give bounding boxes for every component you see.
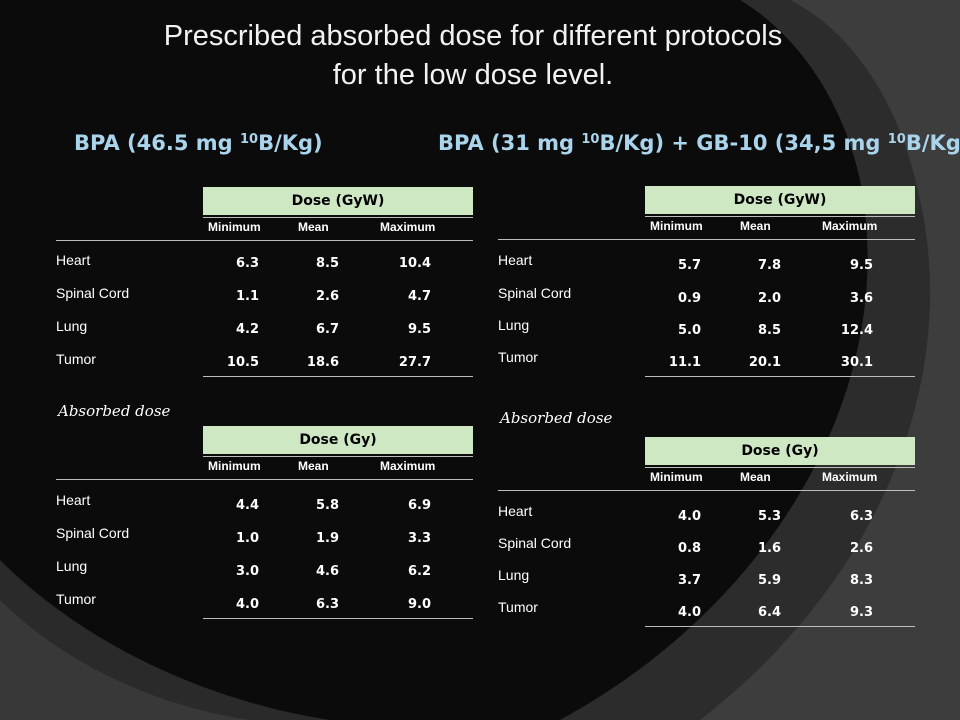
table-cell: 8.5 — [315, 256, 339, 271]
table-cell: 6.4 — [757, 605, 781, 620]
slide-title-line2: for the low dose level. — [332, 59, 614, 91]
table-cell: 3.6 — [849, 291, 873, 306]
table-cell: 6.7 — [315, 322, 339, 337]
table-cell: 4.2 — [235, 322, 259, 337]
header-rule — [203, 456, 473, 457]
column-header-rule — [56, 479, 473, 480]
row-label-lung: Lung — [56, 558, 88, 574]
table-header: Dose (Gy) — [203, 426, 473, 454]
table-cell: 5.3 — [757, 509, 781, 524]
row-label-heart: Heart — [498, 503, 533, 519]
column-header-minimum: Minimum — [650, 470, 703, 484]
table-cell: 0.9 — [677, 291, 701, 306]
row-label-tumor: Tumor — [56, 351, 96, 367]
table-header: Dose (Gy) — [645, 437, 915, 465]
table-cell: 4.0 — [677, 605, 701, 620]
column-header-minimum: Minimum — [650, 219, 703, 233]
table-bottom-rule — [645, 626, 915, 627]
row-label-lung: Lung — [56, 318, 88, 334]
row-label-spinal-cord: Spinal Cord — [56, 525, 130, 541]
right-absorbed-dose-caption: Absorbed dose — [500, 409, 613, 427]
column-header-rule — [56, 240, 473, 241]
table-bottom-rule — [203, 618, 473, 619]
left-protocol-heading: BPA (46.5 mg 10B/Kg) — [74, 131, 323, 155]
column-header-minimum: Minimum — [208, 220, 261, 234]
column-header-maximum: Maximum — [380, 220, 436, 234]
row-label-heart: Heart — [498, 252, 533, 268]
row-label-heart: Heart — [56, 252, 91, 268]
table-cell: 9.0 — [407, 597, 431, 612]
row-label-tumor: Tumor — [56, 591, 96, 607]
column-header-mean: Mean — [298, 220, 329, 234]
table-cell: 4.6 — [315, 564, 339, 579]
column-header-mean: Mean — [740, 470, 771, 484]
table-cell: 2.6 — [315, 289, 339, 304]
row-label-tumor: Tumor — [498, 599, 538, 615]
table-bottom-rule — [645, 376, 915, 377]
column-header-minimum: Minimum — [208, 459, 261, 473]
left-absorbed-dose-caption: Absorbed dose — [58, 402, 171, 420]
table-cell: 5.9 — [757, 573, 781, 588]
column-header-maximum: Maximum — [822, 470, 878, 484]
table-cell: 4.7 — [407, 289, 431, 304]
table-cell: 10.4 — [398, 256, 431, 271]
table-cell: 30.1 — [840, 355, 873, 370]
table-cell: 18.6 — [306, 355, 339, 370]
table-cell: 5.0 — [677, 323, 701, 338]
table-cell: 8.5 — [757, 323, 781, 338]
table-cell: 3.3 — [407, 531, 431, 546]
table-cell: 8.3 — [849, 573, 873, 588]
table-header: Dose (GyW) — [645, 186, 915, 214]
table-cell: 4.4 — [235, 498, 259, 513]
column-header-maximum: Maximum — [380, 459, 436, 473]
column-header-maximum: Maximum — [822, 219, 878, 233]
header-rule — [645, 216, 915, 217]
table-cell: 5.7 — [677, 258, 701, 273]
table-cell: 10.5 — [226, 355, 259, 370]
table-cell: 11.1 — [668, 355, 701, 370]
table-header: Dose (GyW) — [203, 187, 473, 215]
table-cell: 1.6 — [757, 541, 781, 556]
row-label-heart: Heart — [56, 492, 91, 508]
table-cell: 1.1 — [235, 289, 259, 304]
table-cell: 5.8 — [315, 498, 339, 513]
column-header-rule — [498, 239, 915, 240]
table-cell: 6.3 — [849, 509, 873, 524]
table-cell: 6.2 — [407, 564, 431, 579]
column-header-mean: Mean — [740, 219, 771, 233]
table-cell: 9.5 — [849, 258, 873, 273]
table-cell: 27.7 — [398, 355, 431, 370]
table-cell: 1.0 — [235, 531, 259, 546]
row-label-lung: Lung — [498, 567, 530, 583]
table-cell: 0.8 — [677, 541, 701, 556]
table-cell: 3.7 — [677, 573, 701, 588]
table-cell: 9.5 — [407, 322, 431, 337]
table-cell: 6.3 — [315, 597, 339, 612]
table-cell: 9.3 — [849, 605, 873, 620]
header-rule — [645, 467, 915, 468]
table-cell: 4.0 — [235, 597, 259, 612]
table-cell: 20.1 — [748, 355, 781, 370]
row-label-spinal-cord: Spinal Cord — [498, 285, 572, 301]
row-label-spinal-cord: Spinal Cord — [498, 535, 572, 551]
table-cell: 3.0 — [235, 564, 259, 579]
column-header-rule — [498, 490, 915, 491]
table-cell: 1.9 — [315, 531, 339, 546]
table-cell: 2.0 — [757, 291, 781, 306]
table-bottom-rule — [203, 376, 473, 377]
table-cell: 6.9 — [407, 498, 431, 513]
row-label-tumor: Tumor — [498, 349, 538, 365]
slide-title-line1: Prescribed absorbed dose for different p… — [163, 20, 783, 52]
column-header-mean: Mean — [298, 459, 329, 473]
table-cell: 12.4 — [840, 323, 873, 338]
row-label-lung: Lung — [498, 317, 530, 333]
table-cell: 7.8 — [757, 258, 781, 273]
table-cell: 6.3 — [235, 256, 259, 271]
table-cell: 4.0 — [677, 509, 701, 524]
header-rule — [203, 217, 473, 218]
right-protocol-heading: BPA (31 mg 10B/Kg) + GB-10 (34,5 mg 10B/… — [438, 131, 960, 155]
table-cell: 2.6 — [849, 541, 873, 556]
row-label-spinal-cord: Spinal Cord — [56, 285, 130, 301]
